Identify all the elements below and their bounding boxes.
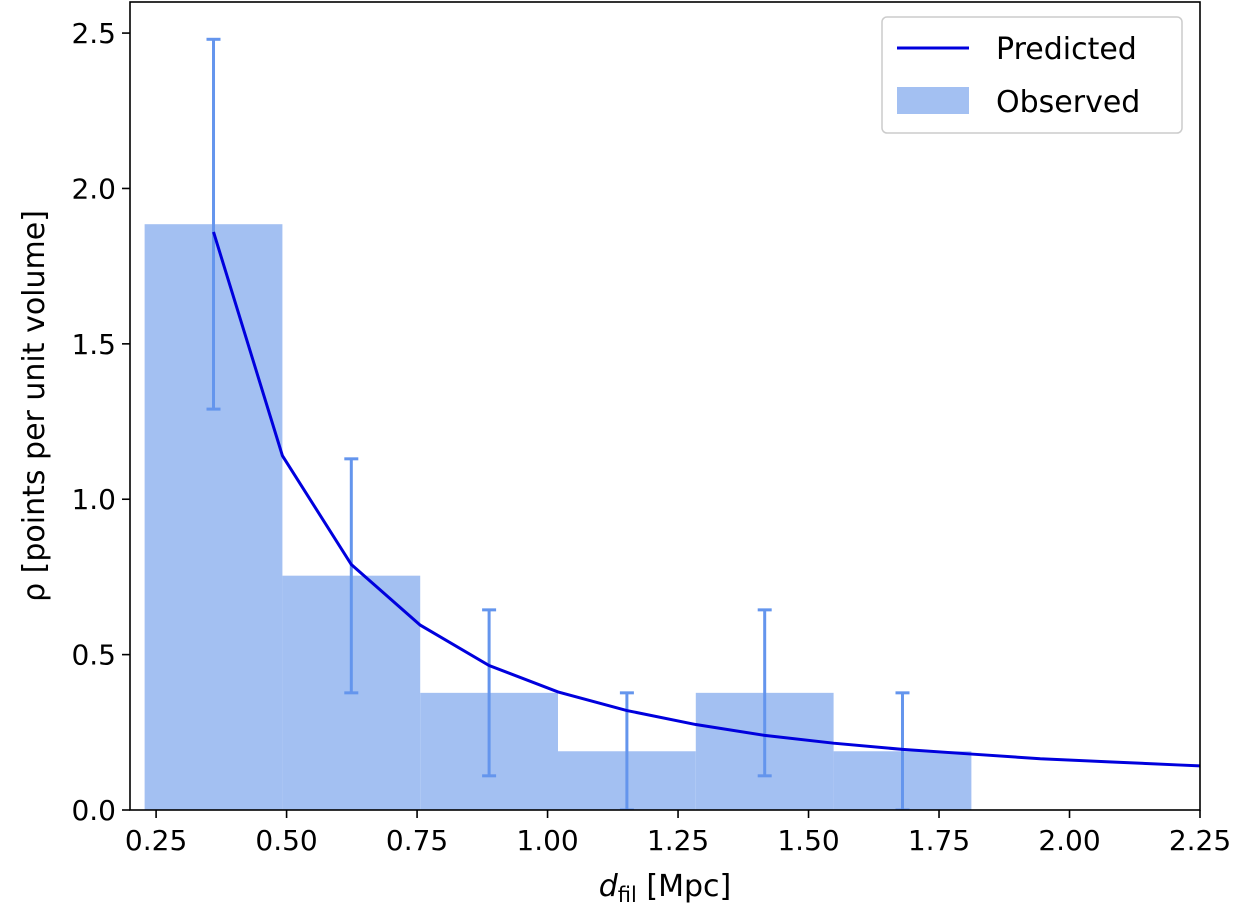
plot-frame xyxy=(129,1,1201,811)
legend-observed-swatch xyxy=(897,87,969,114)
x-tick-label: 2.25 xyxy=(1169,824,1231,857)
error-bar xyxy=(344,457,359,695)
error-bar xyxy=(757,608,772,778)
legend: Predicted Observed xyxy=(881,16,1183,134)
error-bar xyxy=(482,608,497,778)
y-tick-label: 2.0 xyxy=(71,172,116,205)
x-tick-label: 0.50 xyxy=(255,824,317,857)
y-tick-label: 1.5 xyxy=(71,328,116,361)
y-tick-label: 2.5 xyxy=(71,17,116,50)
error-bar xyxy=(206,37,221,411)
x-tick-label: 0.25 xyxy=(125,824,187,857)
predicted-line xyxy=(212,231,1200,768)
x-tick-label: 1.00 xyxy=(516,824,578,857)
legend-predicted-label: Predicted xyxy=(996,32,1137,67)
y-axis-label: ρ [points per unit volume] xyxy=(17,210,52,602)
y-tick-label: 0.0 xyxy=(71,794,116,827)
x-axis-label: dfil [Mpc] xyxy=(599,869,731,904)
x-tick-label: 1.75 xyxy=(908,824,970,857)
x-tick-label: 0.75 xyxy=(386,824,448,857)
x-tick-label: 1.50 xyxy=(777,824,839,857)
error-bar xyxy=(895,691,910,810)
x-tick-label: 1.25 xyxy=(647,824,709,857)
y-tick-label: 1.0 xyxy=(71,483,116,516)
legend-observed-label: Observed xyxy=(996,85,1140,120)
error-bar xyxy=(619,691,634,810)
x-tick-label: 2.00 xyxy=(1038,824,1100,857)
y-tick-label: 0.5 xyxy=(71,639,116,672)
